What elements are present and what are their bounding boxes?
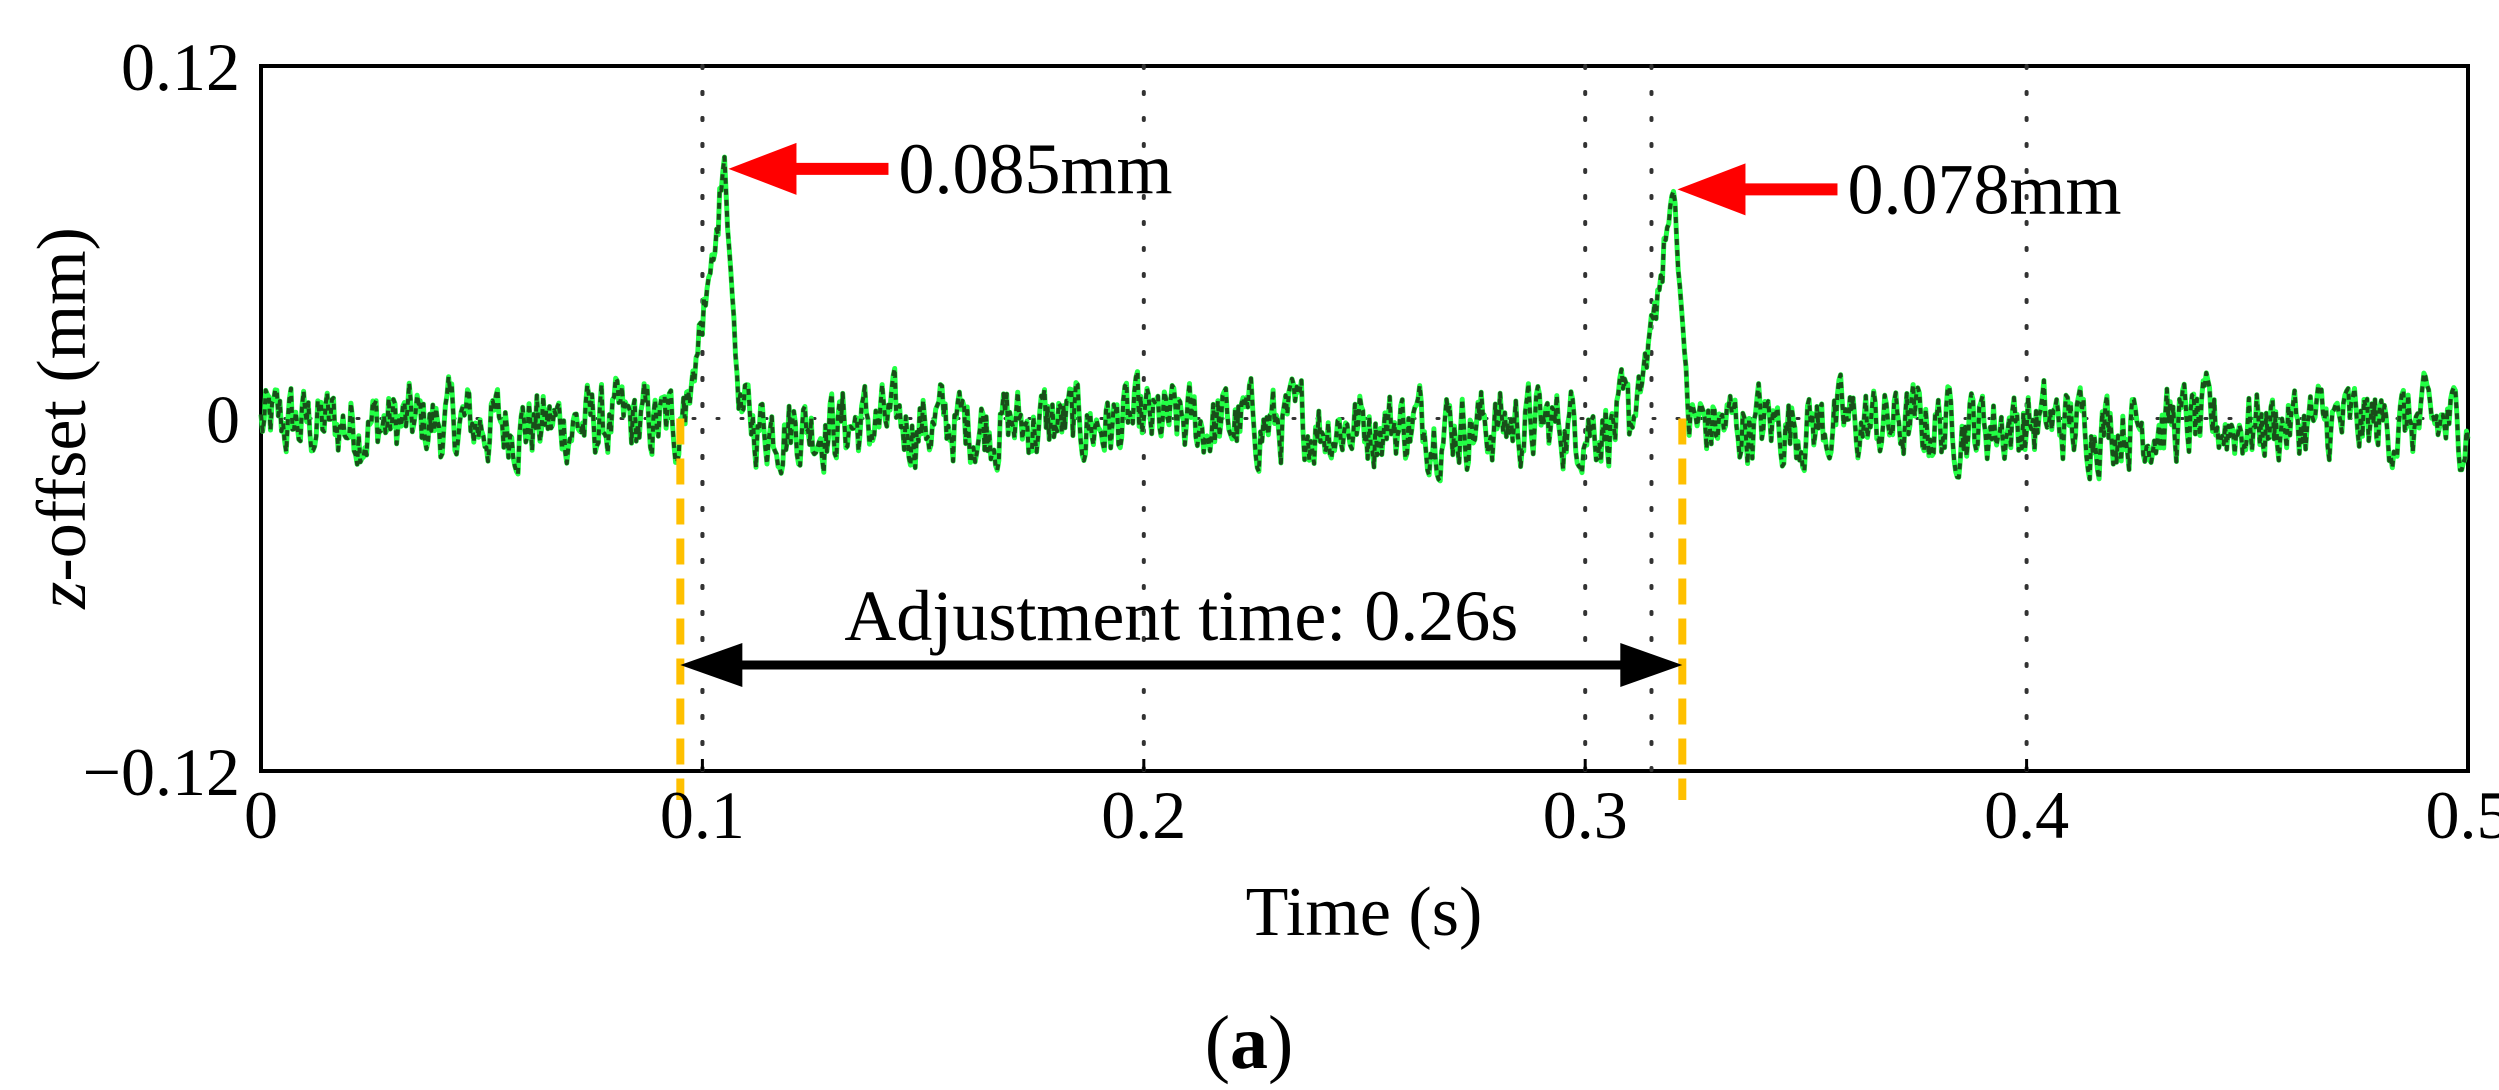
x-tick-label: 0.2 [1101,777,1186,853]
data-series [258,154,2471,484]
adjustment-arrow-head-left [680,643,743,687]
adjustment-markers: Adjustment time: 0.26s [676,418,1687,800]
x-tick-label: 0.4 [1984,777,2069,853]
peak-label: 0.078mm [1847,149,2121,229]
y-tick-label: −0.12 [83,734,240,810]
y-axis-label-text: -offset (mm) [24,227,101,581]
y-tick-label: 0 [206,382,240,458]
y-axis-label: z-offset (mm) [24,227,101,610]
adjustment-label: Adjustment time: 0.26s [844,576,1518,656]
adjustment-arrow-head-right [1620,643,1683,687]
y-tick-labels: 0.12 0 −0.12 [83,29,240,810]
x-tick-label: 0.3 [1543,777,1628,853]
x-axis-label: Time (s) [1246,874,1483,951]
peak-label: 0.085mm [898,129,1172,209]
peak-arrow-head [728,142,797,195]
peak-annotations: 0.085mm 0.078mm [728,129,2121,229]
panel-label: (a) [1205,1001,1294,1085]
series-line-dark [259,155,2470,483]
y-axis-label-variable: z [24,582,101,610]
x-tick-labels: 0 0.1 0.2 0.3 0.4 0.5 [244,759,2499,853]
peak-arrow-head [1677,163,1746,216]
x-tick-label: 0 [244,777,278,853]
x-tick-label: 0.5 [2426,777,2499,853]
y-tick-label: 0.12 [121,29,240,105]
x-tick-label: 0.1 [660,777,745,853]
